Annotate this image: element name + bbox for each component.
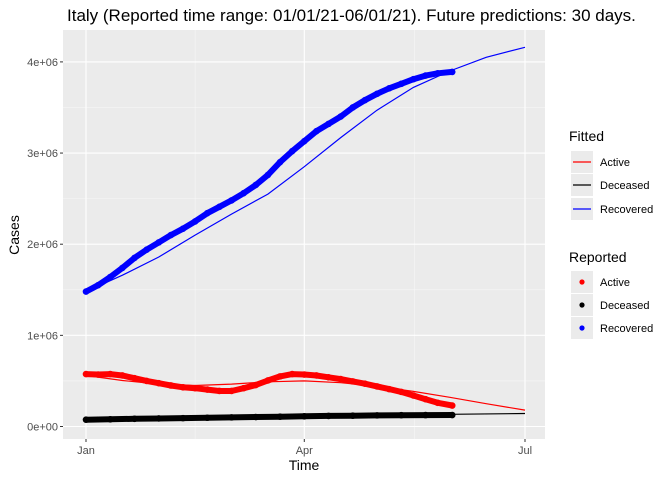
reported-recovered-point — [264, 171, 272, 179]
reported-active-point — [191, 384, 199, 392]
reported-recovered-point — [240, 189, 247, 197]
legend-reported-recovered-label: Recovered — [600, 323, 653, 335]
legend-reported-recovered-point — [579, 325, 585, 331]
reported-active-point — [337, 375, 344, 383]
x-tick-label: Jul — [518, 445, 532, 457]
reported-active-point — [385, 385, 393, 393]
x-tick-label: Jan — [77, 445, 95, 457]
reported-recovered-point — [313, 127, 320, 135]
y-tick-label: 2e+06 — [27, 239, 58, 251]
reported-active-point — [240, 384, 247, 392]
legend-fitted-active-label: Active — [600, 157, 630, 169]
reported-active-point — [300, 371, 308, 378]
y-tick-label: 4e+06 — [27, 57, 58, 69]
grid — [63, 30, 545, 439]
x-tick-label: Apr — [296, 445, 313, 457]
legend-title-reported: Reported — [569, 249, 627, 265]
reported-recovered-point — [434, 69, 441, 77]
y-tick-label: 3e+06 — [27, 148, 58, 160]
reported-active-point — [434, 399, 441, 407]
reported-active-point — [203, 386, 211, 393]
reported-active-point — [410, 392, 417, 399]
reported-active-point — [131, 374, 138, 382]
fitted-recovered-line — [85, 46, 526, 293]
reported-active-point — [422, 395, 429, 403]
reported-recovered-point — [373, 90, 381, 98]
x-axis-label: Time — [289, 457, 320, 473]
reported-recovered-point — [288, 147, 296, 155]
legends: Fitted Active Deceased Recovered Reported Act… — [569, 128, 653, 339]
reported-recovered-point — [216, 203, 223, 211]
reported-recovered-point — [410, 75, 417, 83]
plot-area — [82, 46, 526, 423]
reported-recovered-point — [191, 218, 199, 225]
reported-recovered-point — [422, 72, 429, 79]
reported-recovered-point — [228, 197, 235, 204]
reported-active-point — [276, 373, 284, 380]
reported-recovered-point — [106, 273, 114, 281]
legend-fitted-deceased-label: Deceased — [600, 180, 650, 192]
legend-fitted-recovered-label: Recovered — [600, 204, 653, 216]
y-tick-label: 1e+06 — [27, 330, 58, 342]
chart-title: Italy (Reported time range: 01/01/21-06/… — [67, 6, 636, 25]
reported-recovered-point — [119, 264, 126, 272]
reported-recovered-point — [300, 137, 308, 145]
reported-active-point — [228, 387, 235, 395]
legend-reported-deceased-label: Deceased — [600, 300, 650, 312]
reported-active-point — [106, 370, 114, 378]
reported-active-point — [94, 371, 102, 378]
legend-reported-deceased-point — [579, 302, 585, 308]
reported-active-point — [167, 382, 175, 389]
legend-reported-active-label: Active — [600, 277, 630, 289]
reported-recovered-point — [276, 158, 284, 166]
axes: 0e+00 1e+06 2e+06 3e+06 4e+06 Jan Apr Jul — [27, 57, 532, 457]
reported-recovered-point — [179, 225, 187, 233]
reported-recovered-point — [131, 254, 138, 262]
reported-active-point — [119, 372, 126, 379]
reported-recovered-point — [143, 246, 150, 253]
reported-active-point — [216, 387, 223, 395]
reported-recovered-point — [337, 113, 344, 120]
reported-recovered-point — [361, 96, 369, 104]
reported-recovered-point — [398, 80, 405, 88]
reported-recovered-point — [325, 120, 332, 128]
fitted-deceased-line — [85, 412, 526, 421]
reported-recovered-point — [252, 181, 260, 189]
reported-active-point — [325, 373, 332, 381]
reported-active-point — [288, 370, 296, 378]
reported-recovered-point — [155, 239, 163, 246]
fitted-active-line — [85, 374, 526, 411]
y-axis-label: Cases — [6, 215, 22, 255]
reported-deceased-point — [448, 411, 456, 419]
reported-recovered-point — [385, 85, 393, 92]
reported-active-point — [313, 372, 320, 379]
reported-recovered-point — [349, 104, 357, 111]
reported-active-point — [264, 377, 272, 384]
reported-active-point — [349, 378, 357, 385]
reported-recovered-point — [167, 231, 175, 239]
y-tick-label: 0e+00 — [27, 422, 58, 434]
reported-active-point — [448, 402, 456, 409]
legend-reported-active-point — [579, 279, 585, 285]
reported-active-point — [155, 379, 163, 387]
reported-active-point — [252, 381, 260, 389]
legend-title-fitted: Fitted — [569, 128, 604, 144]
reported-recovered-point — [203, 209, 211, 217]
